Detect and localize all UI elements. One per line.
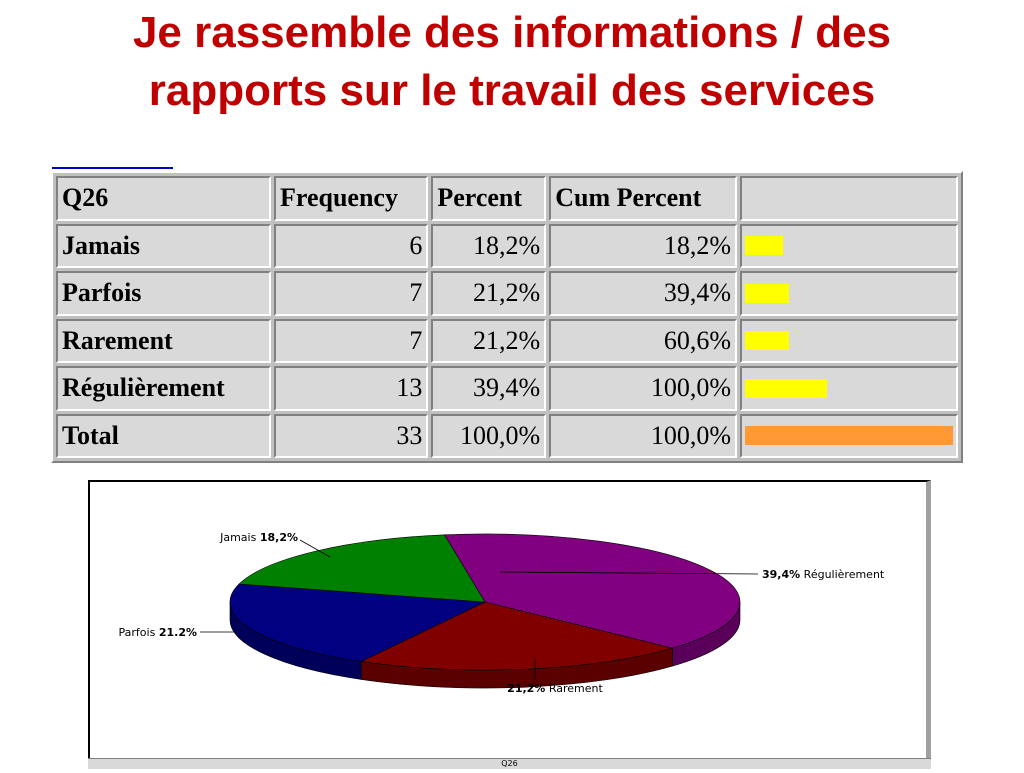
column-header-q26: Q26 bbox=[56, 176, 271, 221]
bar-cell bbox=[740, 271, 958, 316]
row-label: Régulièrement bbox=[56, 366, 271, 411]
frequency-table: Q26 Frequency Percent Cum Percent Jamais… bbox=[51, 171, 963, 463]
column-header-percent: Percent bbox=[431, 176, 547, 221]
slide-title-line-2: rapports sur le travail des services bbox=[148, 66, 876, 115]
pie-slice-2 bbox=[229, 583, 487, 662]
bar-cell bbox=[740, 318, 958, 363]
cum-percent-cell: 100,0% bbox=[549, 413, 737, 458]
pie-label-2: Parfois 21.2% bbox=[119, 626, 197, 639]
cum-percent-cell: 100,0% bbox=[549, 366, 737, 411]
pie-chart: 39,4% Régulièrement 21,2% Rarement Parfois… bbox=[119, 531, 885, 695]
percent-cell: 21,2% bbox=[431, 271, 547, 316]
percent-bar bbox=[745, 331, 790, 351]
pie-label-3: Jamais 18,2% bbox=[219, 531, 298, 544]
table-row: Régulièrement 13 39,4% 100,0% bbox=[56, 366, 958, 411]
frequency-cell: 7 bbox=[274, 318, 429, 363]
pie-label-1: 21,2% Rarement bbox=[507, 682, 603, 695]
divider-rule bbox=[52, 167, 173, 169]
frequency-cell: 33 bbox=[274, 413, 429, 458]
column-header-bar bbox=[740, 176, 958, 221]
bar-cell bbox=[740, 223, 958, 268]
percent-cell: 39,4% bbox=[431, 366, 547, 411]
frequency-cell: 13 bbox=[274, 366, 429, 411]
pie-leader-line-3 bbox=[299, 539, 331, 558]
table-header-row: Q26 Frequency Percent Cum Percent bbox=[56, 176, 958, 221]
pie-leader-line-0 bbox=[499, 571, 759, 575]
row-label: Jamais bbox=[56, 223, 271, 268]
slide-title: Je rassemble des informations / des rapp… bbox=[40, 4, 984, 120]
percent-cell: 100,0% bbox=[431, 413, 547, 458]
frequency-cell: 7 bbox=[274, 271, 429, 316]
percent-bar bbox=[745, 283, 790, 303]
frequency-cell: 6 bbox=[274, 223, 429, 268]
row-label: Total bbox=[56, 413, 271, 458]
chart-caption: Q26 bbox=[88, 758, 931, 769]
row-label: Parfois bbox=[56, 271, 271, 316]
percent-bar bbox=[745, 378, 827, 398]
table-row: Rarement 7 21,2% 60,6% bbox=[56, 318, 958, 363]
table-row-total: Total 33 100,0% 100,0% bbox=[56, 413, 958, 458]
cum-percent-cell: 18,2% bbox=[549, 223, 737, 268]
bar-cell bbox=[740, 366, 958, 411]
percent-cell: 21,2% bbox=[431, 318, 547, 363]
cum-percent-cell: 60,6% bbox=[549, 318, 737, 363]
percent-cell: 18,2% bbox=[431, 223, 547, 268]
row-label: Rarement bbox=[56, 318, 271, 363]
pie-slice-3 bbox=[238, 534, 486, 603]
column-header-cum-percent: Cum Percent bbox=[549, 176, 737, 221]
slide-title-line-1: Je rassemble des informations / des bbox=[132, 8, 892, 57]
pie-slice-0 bbox=[444, 533, 741, 649]
pie-chart-panel: 39,4% Régulièrement 21,2% Rarement Parfois… bbox=[88, 480, 931, 768]
pie-label-0: 39,4% Régulièrement bbox=[762, 568, 885, 581]
percent-bar-total bbox=[745, 426, 953, 446]
bar-cell bbox=[740, 413, 958, 458]
percent-bar bbox=[745, 236, 783, 256]
pie-slice-1 bbox=[360, 601, 674, 671]
column-header-frequency: Frequency bbox=[274, 176, 429, 221]
table-row: Jamais 6 18,2% 18,2% bbox=[56, 223, 958, 268]
cum-percent-cell: 39,4% bbox=[549, 271, 737, 316]
table-row: Parfois 7 21,2% 39,4% bbox=[56, 271, 958, 316]
